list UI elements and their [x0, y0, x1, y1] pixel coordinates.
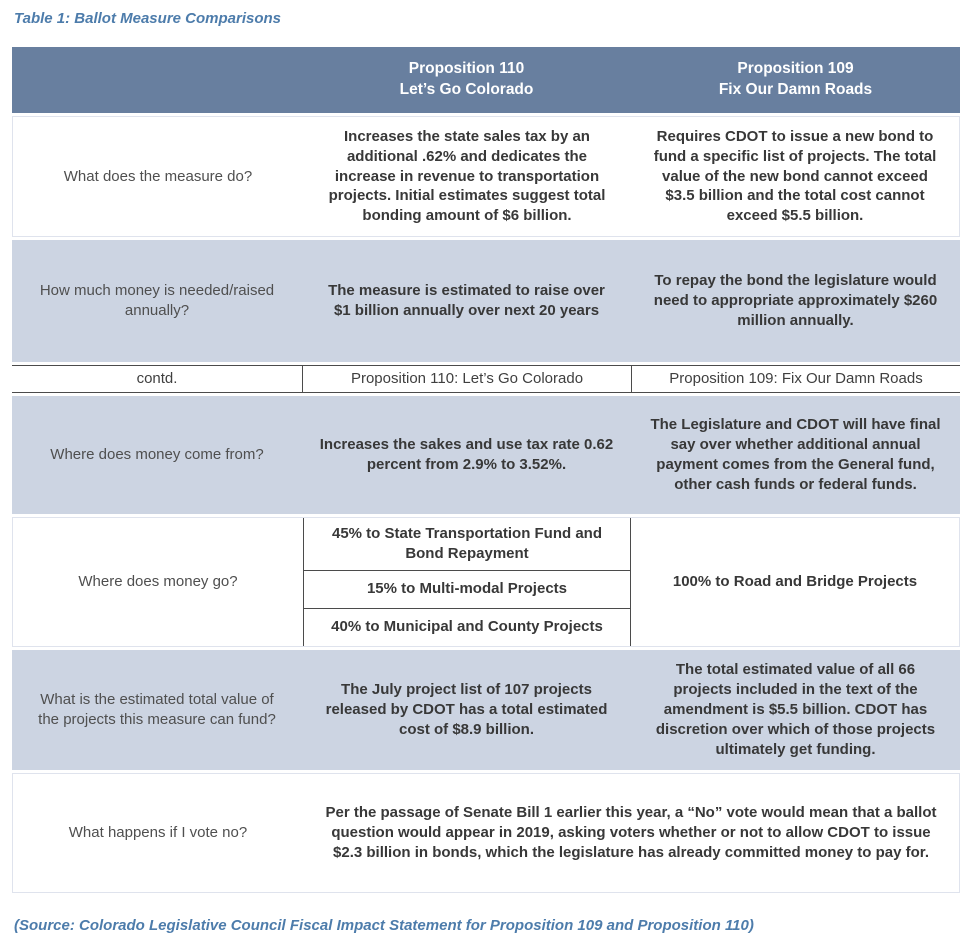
row-label: Where does money go?	[78, 573, 238, 591]
header-prop109-line2: Fix Our Damn Roads	[718, 81, 873, 98]
header-prop109-line1: Proposition 109	[737, 60, 854, 78]
row-money-raised: How much money is needed/raised annually…	[12, 239, 960, 362]
contd-label: contd.	[136, 370, 178, 388]
prop109-cell: Requires CDOT to issue a new bond to fun…	[653, 128, 937, 225]
prop109-cell: 100% to Road and Bridge Projects	[672, 573, 918, 591]
header-prop109: Proposition 109 Fix Our Damn Roads	[631, 47, 960, 113]
prop110-cell: The measure is estimated to raise over $…	[328, 282, 605, 319]
row-label: What is the estimated total value of the…	[38, 691, 276, 728]
prop109-cell: The Legislature and CDOT will have final…	[650, 416, 941, 493]
row-label: How much money is needed/raised annually…	[39, 282, 275, 319]
contd-prop109: Proposition 109: Fix Our Damn Roads	[631, 365, 960, 392]
prop109-cell: To repay the bond the legislature would …	[653, 272, 938, 329]
prop110-cell: The July project list of 107 projects re…	[325, 681, 608, 738]
prop109-cell: The total estimated value of all 66 proj…	[655, 661, 936, 758]
row-label: Where does money come from?	[50, 446, 264, 464]
source-note: (Source: Colorado Legislative Council Fi…	[14, 916, 754, 934]
header-prop110-line2: Let’s Go Colorado	[399, 81, 534, 98]
prop110-allocation-stack: 45% to State Transportation Fund and Bon…	[303, 517, 631, 646]
prop110-cell: Increases the state sales tax by an addi…	[328, 128, 606, 225]
ballot-measure-table: Proposition 110 Let’s Go Colorado Propos…	[12, 47, 960, 893]
allocation-item: 45% to State Transportation Fund and Bon…	[331, 524, 603, 562]
row-label: What does the measure do?	[63, 167, 253, 185]
table-title: Table 1: Ballot Measure Comparisons	[14, 10, 282, 27]
row-contd: contd. Proposition 110: Let’s Go Colorad…	[12, 364, 960, 393]
prop110-cell: Increases the sakes and use tax rate 0.6…	[319, 436, 614, 473]
header-empty-cell	[12, 47, 302, 113]
row-vote-no: What happens if I vote no? Per the passa…	[12, 772, 960, 893]
table-header-row: Proposition 110 Let’s Go Colorado Propos…	[12, 47, 960, 113]
row-money-from: Where does money come from? Increases th…	[12, 395, 960, 514]
row-measure-do: What does the measure do? Increases the …	[12, 116, 960, 237]
allocation-item: 40% to Municipal and County Projects	[304, 607, 630, 646]
row-estimated-value: What is the estimated total value of the…	[12, 649, 960, 770]
row-money-go: Where does money go? 45% to State Transp…	[12, 516, 960, 647]
row-label: What happens if I vote no?	[68, 824, 248, 842]
header-prop110-line1: Proposition 110	[408, 60, 525, 78]
vote-no-answer: Per the passage of Senate Bill 1 earlier…	[325, 804, 937, 861]
header-prop110: Proposition 110 Let’s Go Colorado	[302, 47, 631, 113]
contd-prop110: Proposition 110: Let’s Go Colorado	[302, 365, 631, 392]
allocation-item: 15% to Multi-modal Projects	[304, 569, 630, 608]
